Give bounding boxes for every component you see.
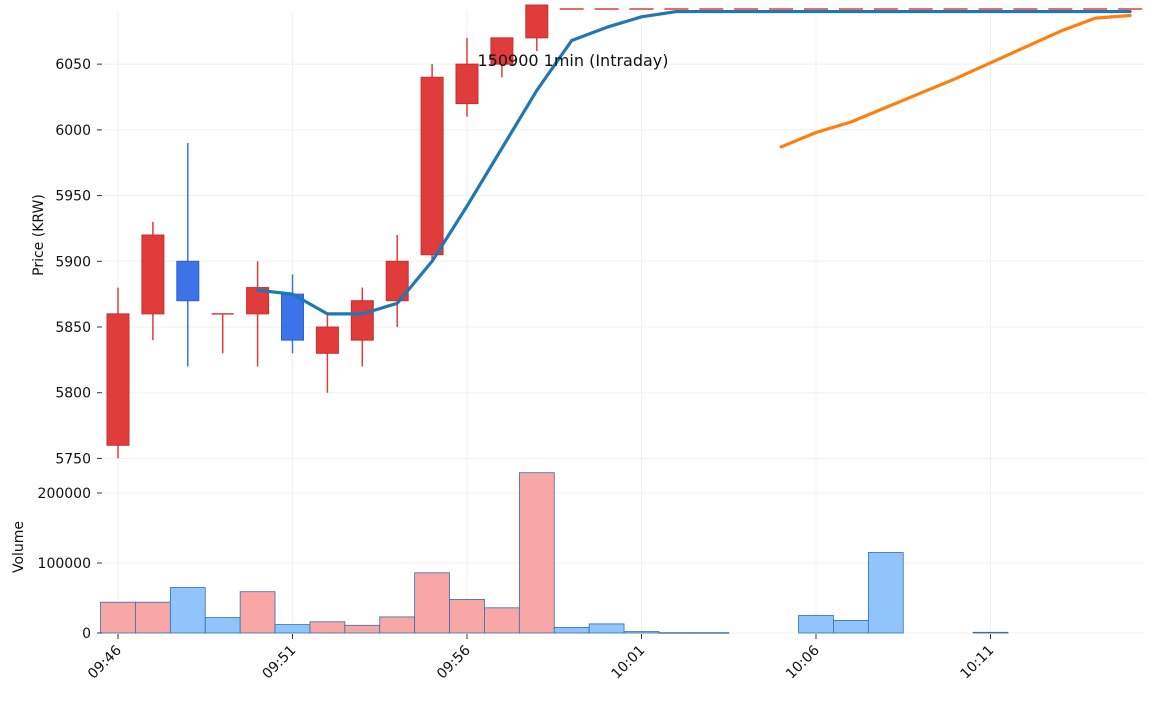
candle [211, 313, 234, 354]
candle [420, 64, 444, 262]
price-tick-label: 5900 [55, 254, 91, 270]
candle [246, 261, 270, 367]
volume-tick-label: 200000 [38, 486, 91, 502]
moving-average-lines [256, 9, 1132, 316]
volume-tick-label: 100000 [38, 556, 91, 572]
candle-body [281, 293, 304, 341]
volume-bar [693, 632, 730, 634]
price-tick-label: 5850 [55, 320, 91, 336]
price-axis-label: Price (KRW) [31, 194, 47, 276]
volume-bar [798, 615, 834, 634]
volume-bar [833, 620, 869, 634]
series-line-ma20 [779, 13, 1132, 149]
candle-body [176, 260, 200, 302]
candle-body [420, 76, 444, 256]
volume-bar [518, 472, 555, 634]
price-tick-label: 6050 [55, 57, 91, 73]
candle [350, 287, 374, 367]
volume-bar [553, 627, 590, 634]
candles [106, 4, 1143, 459]
volume-bar [204, 617, 241, 634]
volume-bar [972, 631, 1009, 634]
series-line-ma5 [256, 9, 1132, 316]
x-tick-label: 10:06 [783, 642, 823, 682]
x-tick-label: 10:01 [608, 643, 648, 683]
candle [525, 4, 549, 51]
volume-bar [239, 591, 276, 634]
price-tick-label: 6000 [55, 123, 91, 139]
x-tick-label: 09:51 [259, 643, 299, 683]
volume-bar [344, 624, 381, 634]
candle-body [490, 37, 514, 65]
candle-body [315, 326, 339, 354]
candle [315, 313, 339, 393]
candle-body [141, 234, 165, 315]
candle-body [455, 63, 479, 105]
chart-title: 150900 1min (Intraday) [477, 51, 668, 70]
x-tick-label: 09:56 [434, 642, 474, 682]
candle [176, 143, 200, 367]
volume-bar [379, 616, 416, 634]
candle [281, 274, 304, 354]
volume-bar [309, 621, 346, 634]
volume-tick-label: 0 [82, 626, 91, 642]
candle [141, 221, 165, 341]
volume-bar [135, 601, 171, 634]
volume-bar [100, 601, 136, 634]
volume-bars [100, 472, 1009, 634]
candle-body [350, 300, 374, 341]
candle-body [106, 313, 130, 446]
candle-body [246, 287, 270, 315]
grid-lines [103, 12, 1145, 634]
volume-bar [169, 587, 206, 634]
candle [385, 235, 409, 327]
candle-body [525, 4, 549, 39]
volume-bar [867, 552, 904, 634]
candle [455, 37, 479, 117]
volume-bar [449, 599, 485, 634]
candle [106, 287, 130, 459]
price-tick-label: 5750 [55, 451, 91, 467]
volume-bar [623, 631, 660, 634]
volume-bar [484, 607, 520, 634]
x-tick-label: 10:11 [957, 643, 997, 683]
price-tick-label: 5800 [55, 386, 91, 402]
x-tick-label: 09:46 [85, 642, 125, 682]
volume-bar [658, 632, 695, 634]
volume-bar [274, 624, 311, 634]
volume-bar [414, 572, 450, 634]
volume-bar [588, 623, 625, 634]
price-tick-label: 5950 [55, 189, 91, 205]
volume-axis-label: Volume [11, 521, 27, 573]
candle [490, 37, 514, 78]
candle-body [385, 260, 409, 302]
